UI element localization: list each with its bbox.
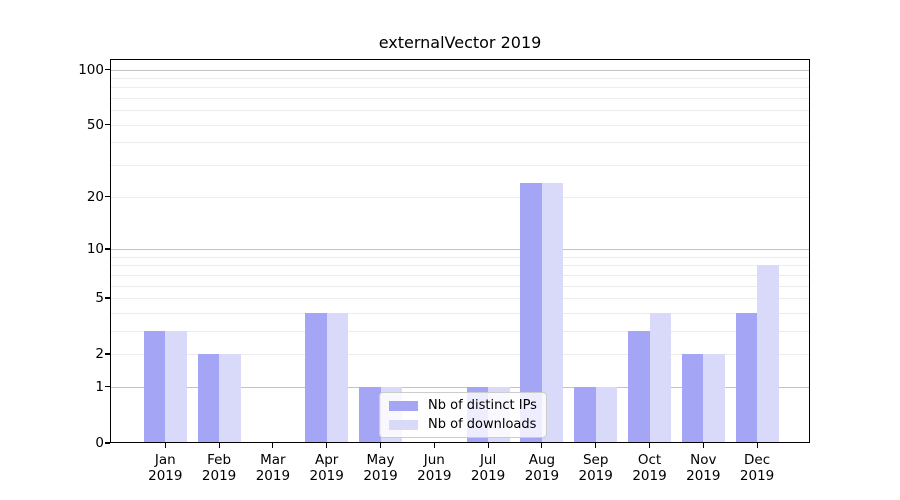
bar-nb-of-distinct-ips-nov-2019 xyxy=(681,354,704,443)
bar-nb-of-distinct-ips-jan-2019 xyxy=(143,330,166,443)
x-tick-label-7: Jul 2019 xyxy=(470,452,506,484)
legend-item-downloads: Nb of downloads xyxy=(389,417,537,432)
gridline-minor-8 xyxy=(110,265,810,267)
y-tick-label-100: 100 xyxy=(78,61,104,78)
legend-label-downloads: Nb of downloads xyxy=(428,417,537,432)
gridline-minor-2 xyxy=(110,354,810,356)
y-tick-50 xyxy=(105,124,110,126)
chart-title: externalVector 2019 xyxy=(378,33,542,52)
gridline-minor-50 xyxy=(110,124,810,126)
y-tick-10 xyxy=(105,248,110,250)
x-tick-12 xyxy=(756,443,758,448)
bar-nb-of-distinct-ips-feb-2019 xyxy=(197,354,220,443)
bar-nb-of-downloads-sep-2019 xyxy=(595,386,618,443)
gridline-minor-4 xyxy=(110,312,810,314)
bar-nb-of-downloads-dec-2019 xyxy=(757,265,779,443)
bar-nb-of-distinct-ips-may-2019 xyxy=(359,386,381,443)
y-tick-1 xyxy=(105,386,110,388)
x-tick-label-3: Mar 2019 xyxy=(255,452,291,484)
legend-swatch-distinct-ips xyxy=(389,400,418,411)
gridline-major-10 xyxy=(110,248,810,250)
legend-label-distinct-ips: Nb of distinct IPs xyxy=(428,398,537,413)
bar-nb-of-downloads-apr-2019 xyxy=(326,312,349,443)
x-tick-11 xyxy=(702,443,704,448)
y-tick-20 xyxy=(105,196,110,198)
y-tick-label-5: 5 xyxy=(95,289,104,306)
y-tick-label-2: 2 xyxy=(95,346,104,363)
bar-nb-of-downloads-feb-2019 xyxy=(219,354,241,443)
y-tick-0 xyxy=(105,442,110,444)
x-tick-label-11: Nov 2019 xyxy=(686,452,721,484)
gridline-minor-40 xyxy=(110,142,810,144)
gridline-minor-30 xyxy=(110,165,810,167)
bar-nb-of-downloads-oct-2019 xyxy=(649,312,671,443)
gridline-minor-7 xyxy=(110,274,810,276)
y-tick-label-50: 50 xyxy=(86,116,104,133)
bar-nb-of-distinct-ips-aug-2019 xyxy=(520,182,542,443)
plot-area xyxy=(110,59,810,443)
x-tick-label-8: Aug 2019 xyxy=(524,452,560,484)
x-tick-1 xyxy=(164,443,166,448)
gridline-minor-90 xyxy=(110,77,810,79)
legend: Nb of distinct IPs Nb of downloads xyxy=(379,392,547,438)
y-tick-label-20: 20 xyxy=(86,188,104,205)
x-tick-label-6: Jun 2019 xyxy=(417,452,452,484)
bar-nb-of-downloads-jan-2019 xyxy=(165,330,187,443)
x-tick-label-5: May 2019 xyxy=(363,452,398,484)
bar-nb-of-downloads-aug-2019 xyxy=(541,182,564,443)
x-tick-label-1: Jan 2019 xyxy=(148,452,183,484)
gridline-minor-20 xyxy=(110,196,810,198)
legend-item-distinct-ips: Nb of distinct IPs xyxy=(389,398,537,413)
x-tick-label-2: Feb 2019 xyxy=(201,452,237,484)
x-tick-label-10: Oct 2019 xyxy=(632,452,667,484)
bar-nb-of-distinct-ips-dec-2019 xyxy=(735,312,758,443)
bar-nb-of-downloads-nov-2019 xyxy=(703,354,725,443)
x-tick-7 xyxy=(487,443,489,448)
x-tick-4 xyxy=(326,443,328,448)
y-tick-100 xyxy=(105,68,110,71)
x-tick-6 xyxy=(433,443,435,448)
legend-swatch-downloads xyxy=(389,419,418,430)
y-tick-5 xyxy=(105,297,110,299)
x-tick-10 xyxy=(648,443,651,448)
gridline-minor-80 xyxy=(110,87,810,89)
x-tick-9 xyxy=(595,443,597,448)
x-tick-2 xyxy=(218,443,220,448)
gridline-minor-60 xyxy=(110,110,810,112)
x-tick-3 xyxy=(272,443,274,448)
y-tick-label-0: 0 xyxy=(95,435,104,451)
y-tick-2 xyxy=(105,353,110,355)
bar-nb-of-distinct-ips-apr-2019 xyxy=(305,312,327,443)
y-tick-label-10: 10 xyxy=(86,240,104,257)
gridline-major-100 xyxy=(110,69,810,71)
gridline-minor-5 xyxy=(110,297,810,299)
gridline-minor-3 xyxy=(110,330,810,332)
bar-nb-of-distinct-ips-oct-2019 xyxy=(628,330,650,443)
bar-nb-of-distinct-ips-sep-2019 xyxy=(574,386,596,443)
x-tick-label-9: Sep 2019 xyxy=(578,452,613,484)
x-tick-8 xyxy=(541,443,543,448)
gridline-minor-70 xyxy=(110,98,810,100)
y-tick-label-1: 1 xyxy=(95,378,104,395)
gridline-minor-9 xyxy=(110,256,810,258)
x-tick-label-4: Apr 2019 xyxy=(309,452,344,484)
gridline-minor-6 xyxy=(110,285,810,287)
x-tick-5 xyxy=(379,443,382,448)
x-tick-label-12: Dec 2019 xyxy=(739,452,775,484)
gridline-major-1 xyxy=(110,386,810,388)
